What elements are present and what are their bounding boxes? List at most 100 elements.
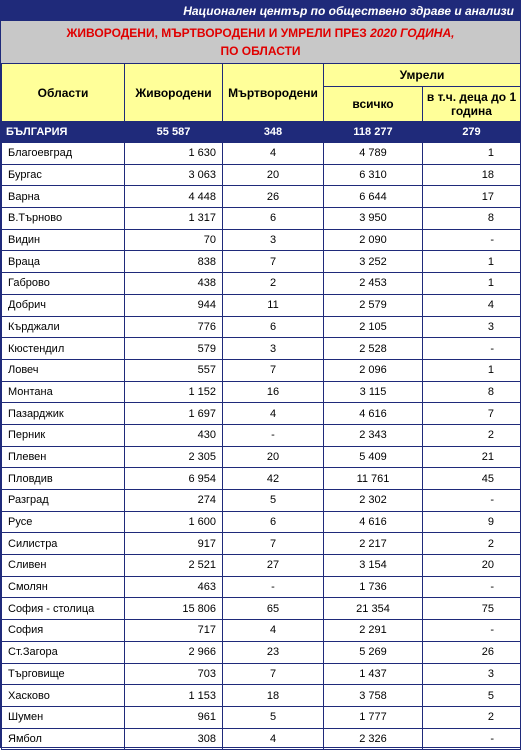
table-row: Перник 430-2 343 2 — [1, 423, 521, 447]
region-cell: Видин — [1, 228, 125, 252]
stillbirths-cell: 27 — [222, 554, 324, 577]
deaths-cell: 3 252 — [323, 250, 423, 274]
total-deaths: 118 277 — [323, 121, 423, 143]
live-births-cell: 1 600 — [124, 510, 223, 534]
stillbirths-cell: 18 — [222, 684, 324, 707]
infant-deaths-cell: - — [422, 337, 521, 360]
deaths-cell: 4 616 — [323, 402, 423, 425]
infant-deaths-cell: 21 — [422, 445, 521, 469]
infant-deaths-cell: 26 — [422, 640, 521, 664]
deaths-cell: 2 453 — [323, 272, 423, 295]
table-row: Силистра 917 7 2 217 2 — [1, 532, 521, 556]
stillbirths-cell: 6 — [222, 510, 324, 534]
deaths-cell: 2 105 — [323, 315, 423, 339]
title-year: 2020 ГОДИНА, — [370, 26, 455, 40]
stillbirths-cell: 65 — [222, 597, 324, 621]
deaths-cell: 3 154 — [323, 554, 423, 577]
deaths-cell: 3 115 — [323, 380, 423, 404]
deaths-cell: 21 354 — [323, 597, 423, 621]
live-births-cell: 1 152 — [124, 380, 223, 404]
table-row: Бургас 3 063 20 6 310 18 — [1, 163, 521, 187]
live-births-cell: 4 448 — [124, 185, 223, 209]
stillbirths-cell: 7 — [222, 358, 324, 382]
title-line-1: ЖИВОРОДЕНИ, МЪРТВОРОДЕНИ И УМРЕЛИ ПРЕЗ 2… — [66, 26, 455, 40]
header-region: Области — [1, 63, 125, 122]
table-row: София - столица 15 806 65 21 354 75 — [1, 597, 521, 621]
infant-deaths-cell: 75 — [422, 597, 521, 621]
infant-deaths-cell: - — [422, 619, 521, 642]
live-births-cell: 438 — [124, 272, 223, 295]
infant-deaths-cell: 2 — [422, 423, 521, 447]
table-row: Разград 274 5 2 302- — [1, 489, 521, 512]
stillbirths-cell: 5 — [222, 705, 324, 729]
live-births-cell: 2 521 — [124, 554, 223, 577]
deaths-cell: 3 758 — [323, 684, 423, 707]
stillbirths-cell: 4 — [222, 142, 324, 165]
stillbirths-cell: 6 — [222, 315, 324, 339]
stillbirths-cell: 7 — [222, 532, 324, 556]
region-cell: Хасково — [1, 684, 125, 707]
infant-deaths-cell: 3 — [422, 662, 521, 686]
organization-banner: Национален център по обществено здраве и… — [1, 1, 520, 21]
infant-deaths-cell: - — [422, 489, 521, 512]
deaths-cell: 3 950 — [323, 207, 423, 230]
total-row: БЪЛГАРИЯ 55 587 348 118 277 279 — [1, 121, 521, 143]
table-row: Кюстендил 579 3 2 528- — [1, 337, 521, 360]
infant-deaths-cell: 8 — [422, 380, 521, 404]
table-row: Добрич 944 11 2 579 4 — [1, 293, 521, 317]
live-births-cell: 838 — [124, 250, 223, 274]
stillbirths-cell: 2 — [222, 272, 324, 295]
infant-deaths-cell: 18 — [422, 163, 521, 187]
births-deaths-table: Области Живородени Мъртвородени Умрели в… — [1, 63, 521, 750]
stillbirths-cell: 11 — [222, 293, 324, 317]
table-row: София 717 4 2 291- — [1, 619, 521, 642]
live-births-cell: 1 317 — [124, 207, 223, 230]
infant-deaths-cell: 2 — [422, 532, 521, 556]
table-row: Ямбол 308 4 2 326- — [1, 727, 521, 750]
stillbirths-cell: 6 — [222, 207, 324, 230]
deaths-cell: 5 409 — [323, 445, 423, 469]
stillbirths-cell: 26 — [222, 185, 324, 209]
infant-deaths-cell: 1 — [422, 272, 521, 295]
infant-deaths-cell: 7 — [422, 402, 521, 425]
live-births-cell: 776 — [124, 315, 223, 339]
infant-deaths-cell: 45 — [422, 467, 521, 490]
infant-deaths-cell: 1 — [422, 358, 521, 382]
infant-deaths-cell: - — [422, 727, 521, 750]
live-births-cell: 463 — [124, 575, 223, 599]
infant-deaths-cell: 8 — [422, 207, 521, 230]
live-births-cell: 579 — [124, 337, 223, 360]
deaths-cell: 2 528 — [323, 337, 423, 360]
live-births-cell: 1 153 — [124, 684, 223, 707]
region-cell: Смолян — [1, 575, 125, 599]
infant-deaths-cell: 9 — [422, 510, 521, 534]
header-stillbirths: Мъртвородени — [222, 63, 324, 122]
live-births-cell: 1 630 — [124, 142, 223, 165]
deaths-cell: 2 343 — [323, 423, 423, 447]
table-row: Габрово 438 2 2 453 1 — [1, 272, 521, 295]
region-cell: Силистра — [1, 532, 125, 556]
region-cell: Добрич — [1, 293, 125, 317]
table-row: Търговище 703 7 1 437 3 — [1, 662, 521, 686]
live-births-cell: 2 305 — [124, 445, 223, 469]
live-births-cell: 944 — [124, 293, 223, 317]
live-births-cell: 1 697 — [124, 402, 223, 425]
stillbirths-cell: 4 — [222, 619, 324, 642]
deaths-cell: 5 269 — [323, 640, 423, 664]
table-row: Русе 1 600 6 4 616 9 — [1, 510, 521, 534]
live-births-cell: 274 — [124, 489, 223, 512]
infant-deaths-cell: - — [422, 575, 521, 599]
stillbirths-cell: 5 — [222, 489, 324, 512]
deaths-cell: 2 326 — [323, 727, 423, 750]
region-cell: Габрово — [1, 272, 125, 295]
live-births-cell: 3 063 — [124, 163, 223, 187]
deaths-cell: 4 789 — [323, 142, 423, 165]
region-cell: Плевен — [1, 445, 125, 469]
deaths-cell: 1 736 — [323, 575, 423, 599]
total-live-births: 55 587 — [124, 121, 223, 143]
region-cell: Шумен — [1, 705, 125, 729]
stillbirths-cell: - — [222, 423, 324, 447]
stillbirths-cell: 4 — [222, 402, 324, 425]
table-row: Варна 4 448 26 6 644 17 — [1, 185, 521, 209]
deaths-cell: 6 310 — [323, 163, 423, 187]
